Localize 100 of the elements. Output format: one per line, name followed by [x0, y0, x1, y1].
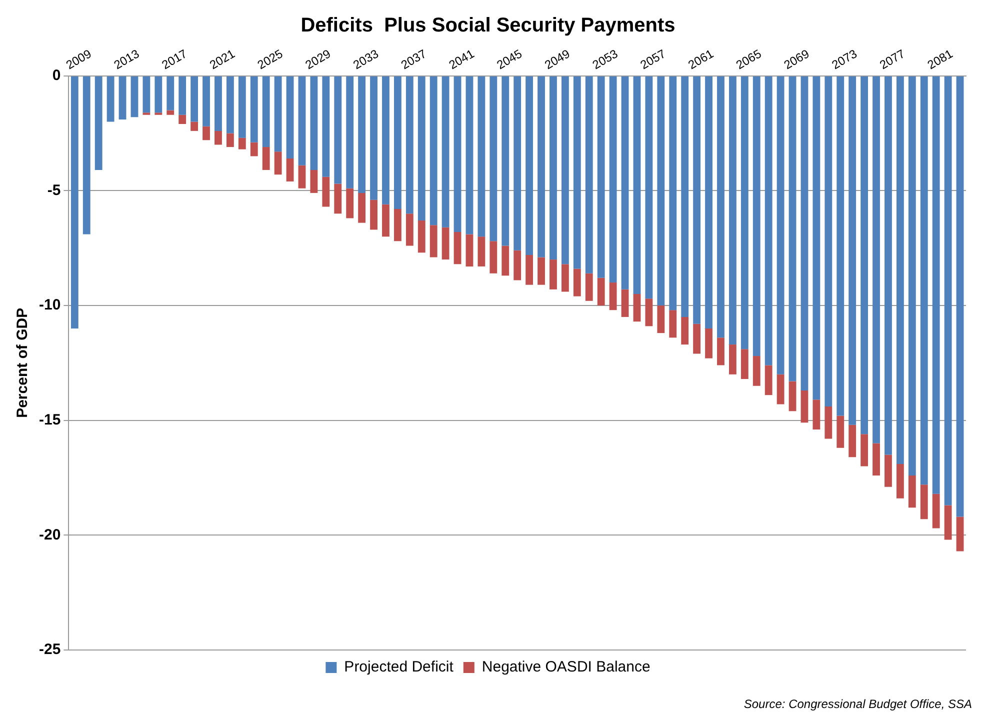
bar — [274, 76, 282, 152]
bar — [394, 209, 402, 242]
bar — [944, 505, 952, 540]
bar — [752, 76, 760, 356]
bar — [896, 464, 904, 498]
bar — [836, 416, 844, 448]
x-tick-label: 2041 — [446, 46, 477, 72]
bar — [597, 278, 605, 306]
bar — [956, 76, 964, 517]
bar — [262, 147, 270, 170]
x-tick-label: 2029 — [302, 46, 334, 72]
bar — [932, 76, 940, 494]
bar — [693, 76, 701, 324]
bar — [382, 204, 390, 237]
bar — [406, 76, 414, 214]
bar — [860, 76, 868, 434]
bar — [226, 76, 234, 134]
bar — [322, 176, 330, 207]
y-tick-label: -10 — [38, 296, 61, 314]
bar — [693, 324, 701, 354]
bar — [657, 76, 665, 306]
source-note: Source: Congressional Budget Office, SSA — [744, 697, 972, 711]
bar — [764, 76, 772, 366]
bar — [274, 152, 282, 175]
bar — [728, 344, 736, 374]
bar — [478, 76, 486, 237]
bar — [190, 122, 198, 131]
bar — [418, 220, 426, 253]
bar — [430, 225, 438, 258]
bar — [812, 76, 820, 400]
bar — [872, 76, 880, 444]
bar — [944, 76, 952, 506]
bar — [621, 289, 629, 317]
bar — [454, 76, 462, 232]
x-tick-label: 2045 — [494, 46, 525, 72]
bar — [106, 76, 114, 122]
x-tick-label: 2009 — [64, 46, 94, 72]
bar — [932, 494, 940, 528]
bar — [621, 76, 629, 290]
bar — [550, 76, 557, 260]
bar — [430, 76, 438, 226]
bar — [752, 356, 760, 386]
bar — [166, 110, 174, 115]
bar — [418, 76, 426, 221]
bar — [538, 257, 545, 285]
x-tick-label: 2069 — [781, 46, 812, 72]
bar — [454, 232, 462, 264]
bar — [442, 227, 450, 260]
bar — [920, 76, 928, 485]
bar — [908, 475, 916, 508]
bar — [166, 76, 174, 110]
bar — [705, 328, 712, 358]
bar — [130, 76, 138, 118]
bar — [286, 76, 294, 158]
bar — [908, 76, 916, 476]
bar — [478, 236, 486, 266]
bar — [740, 349, 748, 379]
bar — [178, 76, 186, 115]
bar — [94, 76, 102, 170]
bar — [812, 400, 820, 430]
bar — [896, 76, 904, 464]
bar — [202, 76, 210, 126]
bar — [514, 76, 522, 250]
bar — [466, 234, 474, 266]
bar — [298, 165, 306, 188]
bar — [884, 454, 892, 487]
bar — [824, 406, 832, 439]
bar — [609, 282, 617, 310]
bar — [214, 130, 222, 145]
bar — [226, 133, 234, 148]
bar — [214, 76, 222, 131]
bar — [346, 76, 354, 188]
bar — [370, 76, 378, 200]
x-tick-label: 2057 — [638, 46, 668, 72]
bar — [310, 76, 318, 170]
bar — [657, 305, 665, 334]
bar — [788, 76, 796, 382]
bar — [872, 443, 880, 476]
bar — [609, 76, 617, 283]
bar — [238, 76, 246, 138]
y-tick-label: -15 — [38, 411, 61, 428]
y-tick-label: 0 — [52, 66, 61, 84]
bar — [334, 184, 342, 214]
bar — [848, 424, 856, 458]
bar — [717, 76, 724, 338]
bar — [764, 365, 772, 396]
bar — [142, 76, 150, 113]
bar — [502, 246, 510, 276]
bar — [585, 76, 593, 274]
bar — [502, 76, 510, 246]
bar — [382, 76, 390, 204]
bar — [370, 200, 378, 230]
bar — [298, 76, 306, 166]
bar — [286, 158, 294, 182]
y-axis-title: Percent of GDP — [14, 308, 32, 418]
bar — [442, 76, 450, 228]
bar — [669, 310, 677, 338]
bar — [262, 76, 270, 148]
bar — [466, 76, 474, 234]
bar — [202, 126, 210, 140]
